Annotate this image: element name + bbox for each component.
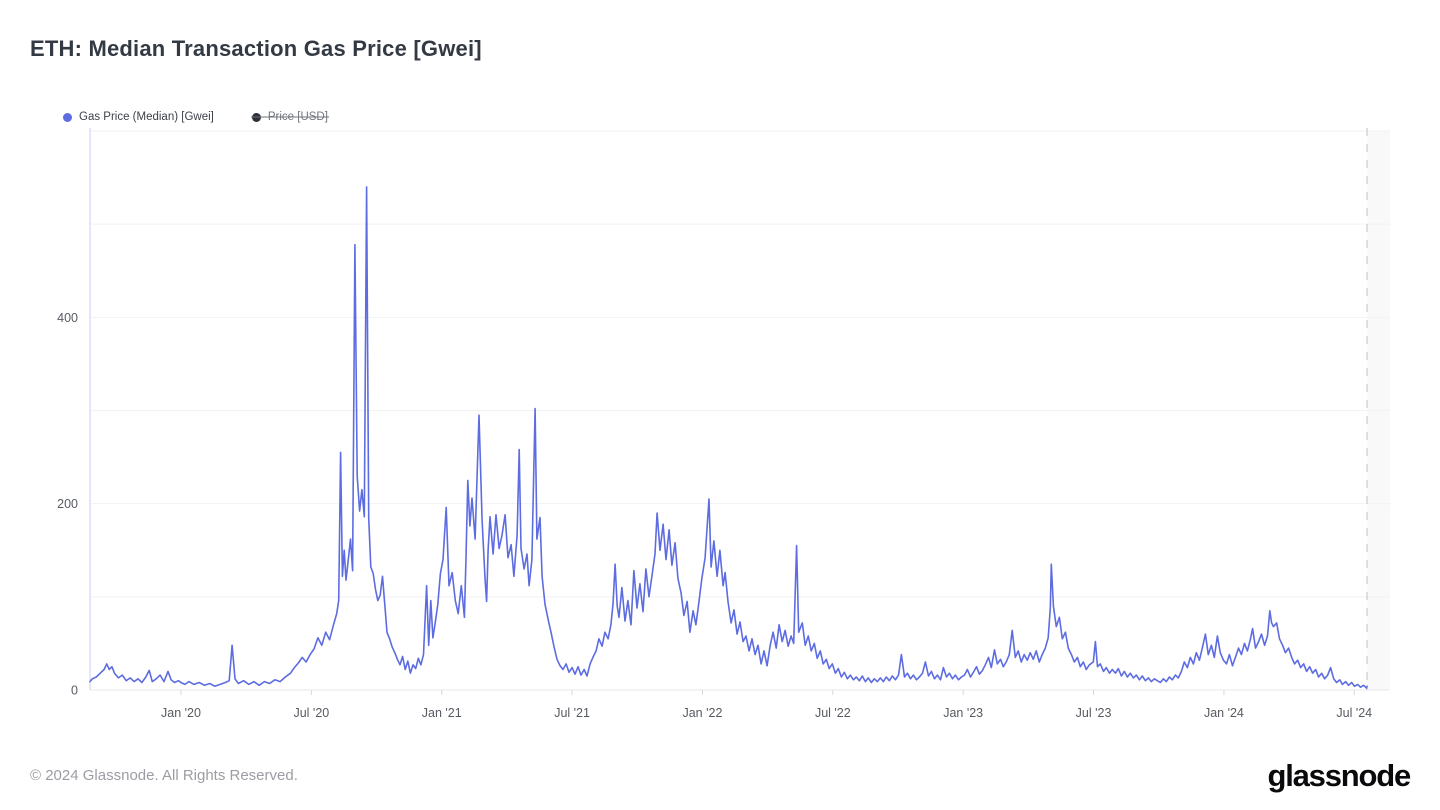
legend-item-gas-price[interactable]: Gas Price (Median) [Gwei] xyxy=(63,111,214,123)
glassnode-logo: glassnode xyxy=(1267,757,1411,793)
x-axis-label: Jan '20 xyxy=(161,706,201,720)
chart-legend: Gas Price (Median) [Gwei] Price [USD] xyxy=(63,111,328,123)
x-axis-label: Jan '22 xyxy=(682,706,722,720)
x-axis-label: Jul '23 xyxy=(1076,706,1112,720)
y-axis-label: 200 xyxy=(57,497,78,511)
x-axis-label: Jan '23 xyxy=(943,706,983,720)
legend-item-price-usd[interactable]: Price [USD] xyxy=(251,111,328,123)
x-axis-label: Jan '21 xyxy=(422,706,462,720)
copyright-text: © 2024 Glassnode. All Rights Reserved. xyxy=(30,766,298,784)
x-axis-label: Jul '22 xyxy=(815,706,851,720)
x-axis-label: Jul '20 xyxy=(293,706,329,720)
gas-price-line xyxy=(89,186,1368,689)
y-axis-label: 0 xyxy=(71,684,78,698)
x-axis-label: Jan '24 xyxy=(1204,706,1244,720)
footer: © 2024 Glassnode. All Rights Reserved. g… xyxy=(30,752,1411,798)
x-axis-label: Jul '21 xyxy=(554,706,590,720)
page-title: ETH: Median Transaction Gas Price [Gwei] xyxy=(30,36,482,61)
x-axis-label: Jul '24 xyxy=(1336,706,1372,720)
legend-dot-gas-price-icon xyxy=(63,112,72,122)
y-axis-label: 400 xyxy=(57,311,78,325)
legend-label-gas-price: Gas Price (Median) [Gwei] xyxy=(79,111,214,123)
